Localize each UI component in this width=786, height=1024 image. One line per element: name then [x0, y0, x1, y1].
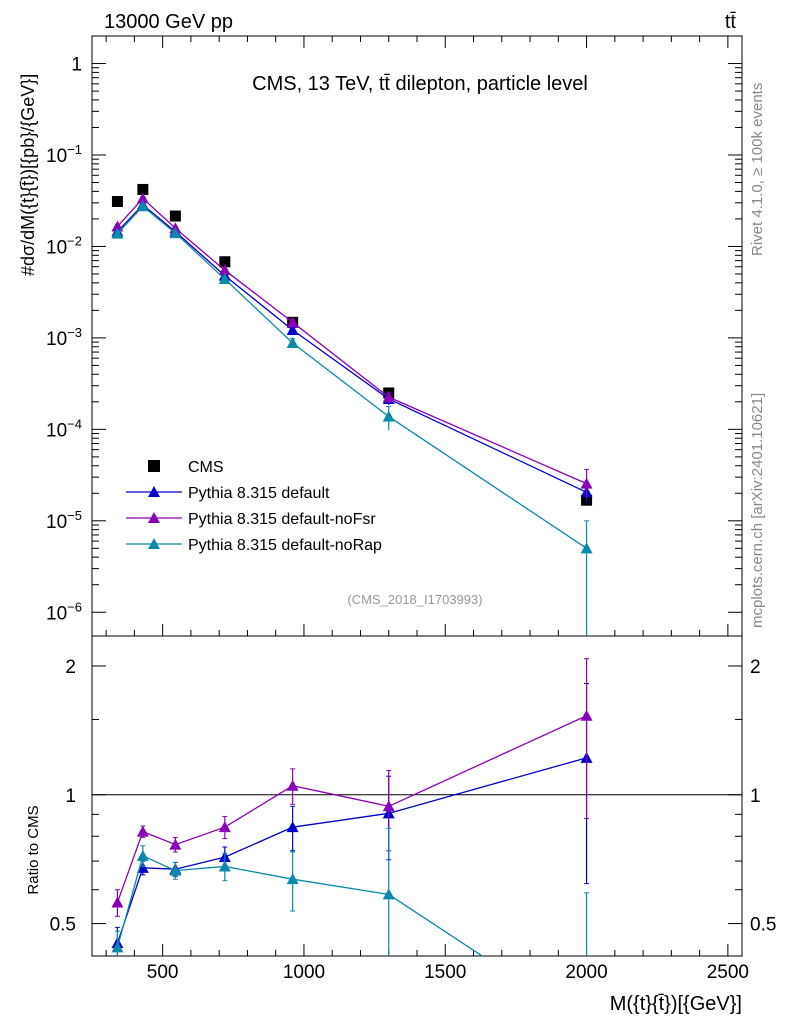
- ratio-y-tick-label-right: 0.5: [750, 915, 776, 936]
- legend-label: Pythia 8.315 default-noRap: [188, 537, 382, 554]
- series-line: [116, 203, 587, 493]
- ratio-point: [580, 709, 593, 721]
- data-point: [286, 336, 299, 348]
- data-point: [580, 542, 593, 554]
- legend-entry: Pythia 8.315 default-noRap: [126, 537, 382, 554]
- ratio-y-tick-label: 2: [65, 657, 76, 678]
- ratio-point: [111, 896, 124, 908]
- ratio-point: [136, 825, 149, 837]
- ratio-point: [382, 800, 395, 812]
- xlabel: M({t}{t̄})[{GeV}]: [610, 993, 742, 1015]
- main-y-tick-label: 10−4: [46, 416, 82, 441]
- ratio-y-tick-label-right: 2: [750, 657, 761, 678]
- legend-entry: Pythia 8.315 default-noFsr: [126, 511, 376, 528]
- data-point: [111, 220, 124, 232]
- data-point: [580, 477, 593, 489]
- ratio-point: [286, 873, 299, 885]
- data-point: [286, 316, 299, 328]
- energy-label: 13000 GeV pp: [104, 11, 233, 33]
- ratio-point: [382, 888, 395, 900]
- main-ylabel: #dσ/dM({t}{t̄})[{pb}/{GeV}]: [18, 74, 38, 276]
- ratio-point: [136, 861, 149, 873]
- legend-label: Pythia 8.315 default-noFsr: [188, 511, 376, 528]
- ratio-point: [286, 821, 299, 833]
- ratio-point: [218, 821, 231, 833]
- data-point: [382, 391, 395, 403]
- legend-marker-triangle: [148, 512, 160, 523]
- ratio-y-tick-label: 0.5: [50, 915, 76, 936]
- data-point: [136, 200, 149, 212]
- data-point: [111, 196, 123, 208]
- data-point: [137, 183, 149, 195]
- legend-marker-triangle: [148, 486, 160, 497]
- ratio-point: [136, 849, 149, 861]
- x-tick-label: 1000: [283, 962, 325, 983]
- main-y-tick-label: 10−5: [46, 508, 82, 533]
- ratio-point: [286, 779, 299, 791]
- data-point: [218, 264, 231, 276]
- ratio-point: [218, 860, 231, 872]
- ratio-panel-frame: [91, 635, 743, 957]
- x-axis-ticks: 500 1000 1500 2000 2500: [105, 36, 749, 983]
- ratio-point: [169, 838, 182, 850]
- main-series-group: [111, 183, 593, 636]
- data-point: [136, 192, 149, 204]
- ratio-ylabel: Ratio to CMS: [25, 805, 42, 894]
- data-point: [286, 323, 299, 335]
- series-pythia-2: [111, 192, 593, 499]
- x-tick-label: 2000: [565, 962, 607, 983]
- data-point: [382, 410, 395, 422]
- ratio-point: [111, 941, 124, 953]
- main-y-tick-label: 10−1: [46, 142, 82, 167]
- series-cms: [111, 183, 593, 506]
- ratio-y-tick-label: 1: [65, 786, 76, 807]
- legend-entry: CMS: [148, 459, 224, 476]
- legend-label: Pythia 8.315 default: [188, 485, 330, 502]
- main-y-tick-label: 10−3: [46, 325, 82, 350]
- main-y-tick-label: 1: [71, 55, 82, 76]
- ratio-series-2: [111, 658, 593, 917]
- ratio-series-1: [111, 682, 593, 956]
- ratio-line: [116, 715, 587, 903]
- data-point: [111, 227, 124, 239]
- ratio-clipped: [111, 658, 593, 956]
- data-point: [219, 256, 231, 268]
- x-tick-label: 1500: [424, 962, 466, 983]
- legend-marker-triangle: [148, 538, 160, 549]
- data-point: [169, 210, 181, 222]
- ratio-series-3: [111, 827, 590, 956]
- data-point: [218, 273, 231, 285]
- process-label: tt̄: [725, 11, 737, 33]
- data-point: [169, 227, 182, 239]
- series-pythia-3: [111, 200, 593, 636]
- series-line: [116, 197, 587, 485]
- legend: CMS Pythia 8.315 default Pythia 8.315 defa…: [126, 459, 382, 554]
- x-tick-label: 2500: [707, 962, 749, 983]
- ratio-series-group: [111, 658, 593, 956]
- ratio-y-tick-label-right: 1: [750, 786, 761, 807]
- legend-marker-square: [148, 460, 160, 472]
- analysis-id: (CMS_2018_I1703993): [347, 592, 482, 607]
- side-label-mcplots: mcplots.cern.ch [arXiv:2401.10621]: [749, 393, 766, 628]
- ratio-axis-ticks: 0.5 0.5 1 1 2 2: [50, 657, 777, 936]
- plot-title: CMS, 13 TeV, tt̄ dilepton, particle leve…: [252, 73, 588, 95]
- ratio-line: [116, 854, 484, 956]
- main-axis-ticks: 1 10−1 10−2 10−3 10−4 10−5 10−6: [46, 35, 742, 624]
- legend-entry: Pythia 8.315 default: [126, 485, 330, 502]
- side-label-rivet: Rivet 4.1.0, ≥ 100k events: [749, 83, 766, 256]
- ratio-point: [169, 864, 182, 876]
- legend-label: CMS: [188, 459, 224, 476]
- x-tick-label: 500: [147, 962, 179, 983]
- main-y-tick-label: 10−6: [46, 599, 82, 624]
- ratio-line: [116, 757, 587, 944]
- series-pythia-1: [111, 198, 593, 504]
- main-y-tick-label: 10−2: [46, 233, 82, 258]
